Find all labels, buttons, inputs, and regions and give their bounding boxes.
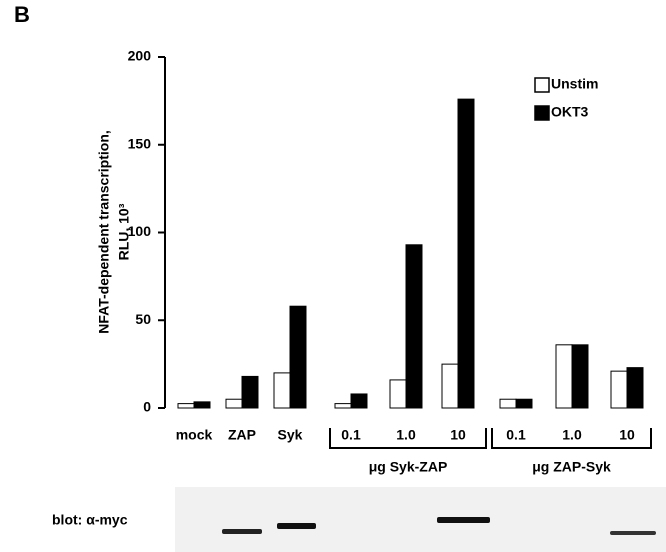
bar [458,99,474,408]
blot-band [437,517,490,523]
x-tick-label: 1.0 [562,427,582,443]
blot-label: blot: α-myc [52,512,128,528]
x-tick-label: 10 [450,427,466,443]
group-label: μg Syk-ZAP [369,459,448,475]
blot [175,487,666,552]
bar [500,399,516,408]
x-tick-label: 0.1 [506,427,526,443]
y-tick-label: 50 [135,311,151,327]
bar [627,368,643,408]
bar [442,364,458,408]
group-label: μg ZAP-Syk [532,459,611,475]
blot-band [222,529,262,534]
bar [556,345,572,408]
bar [242,376,258,408]
blot-band [610,531,656,535]
bar [335,404,351,408]
bar [226,399,242,408]
bar [406,245,422,408]
bar [290,306,306,408]
y-tick-label: 150 [128,135,152,151]
panel-label: B [14,2,30,27]
bar [178,404,194,408]
legend-swatch [535,78,549,92]
bar [351,394,367,408]
bar [194,402,210,408]
y-tick-label: 0 [143,399,151,415]
bar [516,399,532,408]
blot-band [277,523,316,529]
figure: B blot: α-myc 050100150200NFAT-dependent… [0,0,666,552]
x-tick-label: Syk [278,427,303,443]
bar [390,380,406,408]
y-axis-label: NFAT-dependent transcription, [96,130,112,334]
legend-swatch [535,106,549,120]
x-tick-label: 0.1 [341,427,361,443]
legend-label: OKT3 [551,104,589,120]
x-tick-label: mock [176,427,213,443]
bar [572,345,588,408]
y-tick-label: 200 [128,48,152,64]
bar [611,371,627,408]
blot-background [175,487,666,552]
x-tick-label: 1.0 [396,427,416,443]
x-tick-label: ZAP [228,427,256,443]
legend-label: Unstim [551,76,598,92]
y-axis-label: RLU, 10³ [116,203,132,260]
x-tick-label: 10 [619,427,635,443]
bar [274,373,290,408]
